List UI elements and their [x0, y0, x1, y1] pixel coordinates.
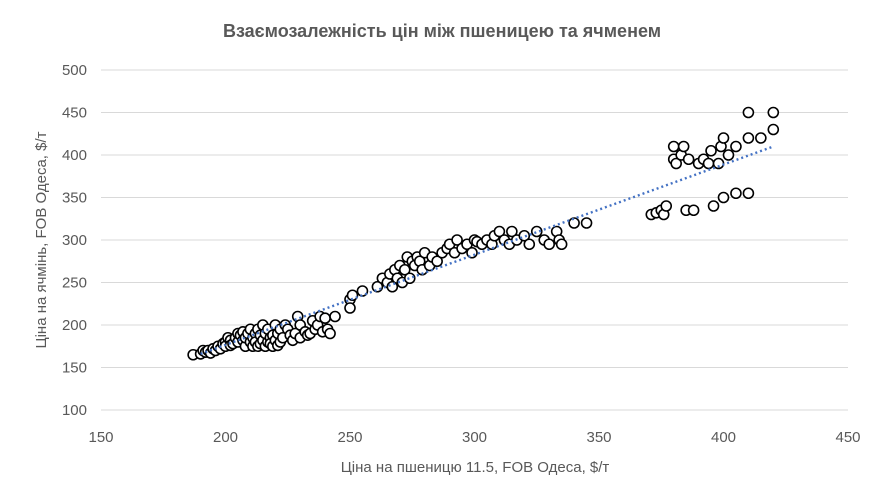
data-point: [660, 200, 673, 212]
x-axis-title: Ціна на пшеницю 11.5, FOB Одеса, $/т: [341, 459, 610, 476]
data-point: [717, 132, 730, 144]
data-point: [344, 302, 356, 314]
data-point: [730, 140, 742, 153]
y-axis-title: Ціна на ячмінь, FOB Одеса, $/т: [33, 131, 50, 348]
data-point: [767, 106, 780, 119]
data-point: [493, 225, 506, 238]
data-point: [568, 217, 580, 229]
data-point: [667, 140, 680, 153]
y-tick-label: 250: [62, 275, 87, 292]
data-point: [730, 187, 742, 200]
chart-title: Взаємозалежність цін між пшеницею та ячм…: [223, 21, 661, 41]
y-tick-label: 450: [62, 105, 87, 122]
data-point: [555, 238, 568, 251]
data-point: [451, 234, 463, 246]
y-tick-label: 150: [62, 360, 87, 377]
x-tick-label: 400: [711, 429, 736, 446]
data-point: [329, 310, 341, 323]
x-tick-label: 200: [213, 429, 238, 446]
y-tick-label: 300: [62, 232, 87, 249]
data-point: [346, 289, 359, 302]
data-point: [682, 153, 695, 166]
x-tick-label: 300: [462, 429, 487, 446]
data-point: [530, 225, 543, 238]
data-point: [742, 132, 755, 144]
data-point: [523, 238, 536, 251]
data-point: [677, 140, 690, 153]
y-axis-ticks: 100 150 200 250 300 350 400 450 500: [62, 62, 87, 419]
y-tick-label: 400: [62, 147, 87, 164]
data-point: [742, 187, 755, 200]
data-point: [722, 149, 735, 161]
data-point: [543, 238, 556, 251]
data-point: [755, 132, 767, 144]
data-point: [670, 157, 682, 170]
data-point: [398, 263, 411, 276]
data-point: [767, 123, 780, 136]
data-point: [580, 217, 593, 229]
x-tick-label: 450: [835, 429, 860, 446]
gridlines: [101, 69, 848, 368]
x-axis-ticks: 150 200 250 300 350 400 450: [88, 429, 860, 446]
data-point: [687, 204, 700, 217]
data-point: [742, 106, 755, 119]
trendline: [200, 145, 774, 356]
data-point: [431, 255, 443, 268]
x-tick-label: 350: [586, 429, 611, 446]
data-point: [319, 312, 331, 325]
x-tick-label: 250: [337, 429, 362, 446]
x-tick-label: 150: [88, 429, 113, 446]
y-tick-label: 100: [62, 402, 87, 419]
data-point: [705, 144, 717, 157]
y-tick-label: 350: [62, 190, 87, 207]
y-tick-label: 500: [62, 62, 87, 79]
data-point: [324, 327, 336, 340]
data-point: [707, 200, 720, 212]
data-point: [403, 272, 416, 285]
data-point: [717, 191, 730, 204]
data-point: [702, 157, 715, 170]
data-point: [506, 225, 518, 238]
y-tick-label: 200: [62, 317, 87, 334]
